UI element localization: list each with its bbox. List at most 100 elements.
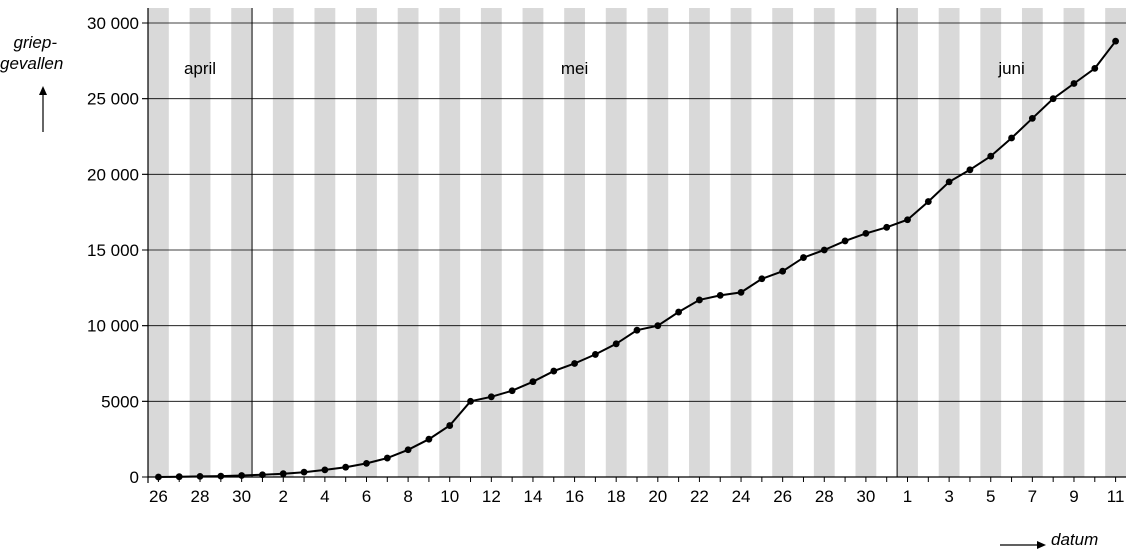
- data-point: [467, 397, 474, 405]
- day-stripe: [938, 8, 960, 477]
- x-tick-label: 26: [773, 487, 792, 506]
- x-tick-label: 30: [856, 487, 875, 506]
- x-tick-label: 16: [565, 487, 584, 506]
- data-point: [987, 152, 995, 160]
- x-tick-label: 28: [815, 487, 834, 506]
- data-point: [1070, 80, 1078, 87]
- series: [155, 37, 1119, 481]
- x-tick-label: 9: [1069, 487, 1078, 506]
- day-stripe: [980, 8, 1002, 477]
- day-stripe: [772, 8, 794, 477]
- data-point: [363, 459, 370, 467]
- x-tick-label: 5: [986, 487, 995, 506]
- x-tick-label: 4: [320, 487, 329, 506]
- data-point: [591, 351, 599, 358]
- x-tick-label: 8: [403, 487, 412, 506]
- data-point: [300, 468, 308, 476]
- x-tick-label: 20: [648, 487, 667, 506]
- day-stripe: [813, 8, 835, 477]
- data-point: [1112, 37, 1119, 45]
- y-arrow-head: [39, 86, 47, 95]
- day-stripe: [1021, 8, 1043, 477]
- axes: [147, 8, 1126, 483]
- data-point: [966, 166, 974, 174]
- y-tick-label: 5000: [101, 392, 139, 411]
- y-tick-label: 0: [130, 468, 139, 487]
- x-tick-label: 1: [903, 487, 912, 506]
- data-point: [1091, 65, 1099, 72]
- day-stripe: [314, 8, 336, 477]
- data-point: [904, 216, 911, 224]
- month-label: juni: [997, 59, 1024, 78]
- month-label: mei: [561, 59, 588, 78]
- data-point: [716, 292, 724, 299]
- y-tick-label: 20 000: [87, 165, 139, 184]
- data-point: [404, 446, 412, 454]
- data-point: [279, 470, 287, 478]
- month-labels: april mei juni: [184, 59, 1025, 78]
- y-axis-label-line2: gevallen: [0, 54, 64, 73]
- x-tick-label: 30: [232, 487, 251, 506]
- x-tick-label: 6: [362, 487, 371, 506]
- data-point: [612, 340, 620, 348]
- y-tick-label: 30 000: [87, 14, 139, 33]
- y-axis-label: griep- gevallen: [0, 32, 64, 74]
- data-point: [1049, 95, 1057, 103]
- day-stripe: [522, 8, 544, 477]
- y-tick-labels: 0 5000 10 000 15 000 20 000 25 000 30 000: [87, 14, 148, 487]
- data-point: [571, 360, 578, 367]
- data-point: [446, 422, 454, 429]
- month-label: april: [184, 59, 216, 78]
- day-stripe: [1105, 8, 1126, 477]
- data-point: [862, 229, 870, 237]
- x-tick-label: 10: [440, 487, 459, 506]
- day-stripes: [148, 8, 1126, 477]
- data-point: [945, 178, 953, 186]
- data-point: [841, 237, 849, 245]
- day-stripe: [689, 8, 710, 477]
- day-stripe: [439, 8, 461, 477]
- data-point: [737, 288, 745, 296]
- data-point: [675, 308, 683, 316]
- data-point: [550, 367, 558, 375]
- day-stripe: [189, 8, 211, 477]
- data-point: [259, 471, 266, 479]
- data-point: [196, 472, 204, 480]
- data-point: [654, 322, 662, 330]
- data-point: [508, 387, 516, 395]
- data-point: [425, 435, 433, 443]
- day-stripe: [855, 8, 877, 477]
- data-point: [155, 473, 162, 481]
- data-point: [175, 473, 183, 481]
- x-tick-labels: 26 28 30 2 4 6 8 10 12 14 16 18 20 22 24 26 28 30 1 3 5 7 9 11: [149, 477, 1124, 506]
- data-point: [487, 393, 495, 401]
- day-stripe: [1063, 8, 1085, 477]
- day-stripe: [897, 8, 918, 477]
- data-point: [883, 223, 891, 231]
- data-point: [529, 378, 537, 386]
- y-tick-label: 25 000: [87, 90, 139, 109]
- y-axis-label-line1: griep-: [13, 33, 57, 52]
- data-point: [696, 296, 703, 304]
- y-tick-label: 10 000: [87, 317, 139, 336]
- day-stripe: [605, 8, 627, 477]
- data-point: [342, 463, 350, 471]
- day-stripe: [356, 8, 377, 477]
- x-tick-label: 26: [149, 487, 168, 506]
- day-stripe: [730, 8, 752, 477]
- x-tick-label: 18: [607, 487, 626, 506]
- x-axis-label: datum: [1051, 530, 1099, 549]
- x-tick-label: 11: [1107, 487, 1125, 506]
- day-stripe: [647, 8, 669, 477]
- x-arrow-head: [1037, 541, 1046, 549]
- data-point: [924, 198, 932, 205]
- y-axis-arrow: [39, 86, 47, 132]
- data-point: [217, 472, 225, 480]
- data-point: [758, 275, 766, 283]
- day-stripe: [148, 8, 169, 477]
- data-point: [238, 472, 246, 479]
- series-line: [158, 40, 1117, 478]
- data-point: [1008, 134, 1015, 142]
- x-tick-label: 24: [732, 487, 751, 506]
